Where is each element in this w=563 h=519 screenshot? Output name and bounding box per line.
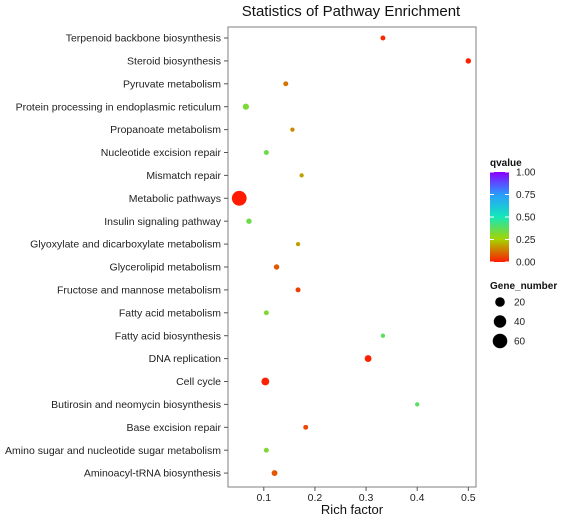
y-axis: Terpenoid backbone biosynthesis Steroid b… bbox=[5, 33, 228, 480]
plot-border bbox=[227, 26, 477, 488]
y-tick-label: Glyoxylate and dicarboxylate metabolism bbox=[30, 239, 221, 251]
data-point bbox=[364, 355, 372, 363]
data-point bbox=[380, 333, 386, 338]
y-tick-label: Propanoate metabolism bbox=[110, 124, 221, 136]
y-tick-label: Steroid biosynthesis bbox=[127, 56, 221, 68]
chart-title: Statistics of Pathway Enrichment bbox=[242, 3, 461, 20]
y-tick-label: Mismatch repair bbox=[146, 170, 221, 182]
gene-number-legend-label: 40 bbox=[514, 317, 526, 328]
data-point bbox=[263, 150, 269, 155]
x-axis-title: Rich factor bbox=[321, 502, 384, 517]
data-point bbox=[415, 402, 420, 407]
data-point bbox=[380, 35, 386, 41]
y-tick-label: Nucleotide excision repair bbox=[101, 147, 222, 159]
gene-number-legend-title: Gene_number bbox=[490, 281, 557, 292]
qvalue-tick-label: 0.00 bbox=[516, 258, 536, 269]
data-point bbox=[303, 424, 309, 430]
y-tick-label: Insulin signaling pathway bbox=[104, 216, 221, 228]
x-axis: 0.1 0.2 0.3 0.4 0.5 bbox=[256, 487, 476, 504]
data-point bbox=[290, 127, 295, 132]
y-tick-label: Glycerolipid metabolism bbox=[110, 262, 222, 274]
y-tick-label: Protein processing in endoplasmic reticu… bbox=[16, 101, 222, 113]
qvalue-tick-label: 1.00 bbox=[516, 168, 536, 179]
y-tick-label: Butirosin and neomycin biosynthesis bbox=[51, 399, 221, 411]
data-point bbox=[242, 103, 250, 110]
y-tick-label: Aminoacyl-tRNA biosynthesis bbox=[84, 468, 221, 480]
gene-number-legend-label: 20 bbox=[514, 298, 526, 309]
data-point bbox=[263, 310, 269, 316]
y-tick-label: Fatty acid metabolism bbox=[119, 307, 221, 319]
data-point bbox=[295, 287, 301, 293]
y-tick-label: Fatty acid biosynthesis bbox=[115, 330, 221, 342]
gene-number-legend-dot bbox=[495, 297, 505, 307]
y-tick-label: Metabolic pathways bbox=[129, 193, 221, 205]
gene-number-legend: Gene_number 20 40 60 bbox=[490, 281, 557, 349]
y-tick-label: Cell cycle bbox=[176, 376, 221, 388]
x-tick-label: 0.4 bbox=[410, 492, 425, 504]
data-point bbox=[283, 81, 289, 87]
x-tick-label: 0.3 bbox=[359, 492, 374, 504]
data-point bbox=[231, 190, 247, 206]
y-tick-label: Pyruvate metabolism bbox=[123, 78, 221, 90]
y-tick-label: Base excision repair bbox=[126, 422, 221, 434]
qvalue-tick-label: 0.25 bbox=[516, 235, 536, 246]
gene-number-legend-label: 60 bbox=[514, 337, 526, 348]
qvalue-color-bar bbox=[490, 172, 509, 262]
data-point bbox=[299, 173, 304, 178]
data-points bbox=[231, 35, 472, 477]
qvalue-tick-label: 0.50 bbox=[516, 213, 536, 224]
x-tick-label: 0.5 bbox=[461, 492, 476, 504]
data-point bbox=[295, 241, 301, 247]
data-point bbox=[263, 447, 269, 453]
x-tick-label: 0.2 bbox=[308, 492, 323, 504]
qvalue-legend-title: qvalue bbox=[490, 158, 522, 169]
qvalue-legend: qvalue 1.00 0.75 0.50 0.25 0.00 bbox=[490, 158, 536, 269]
qvalue-tick-label: 0.75 bbox=[516, 190, 536, 201]
x-tick-label: 0.1 bbox=[256, 492, 271, 504]
data-point bbox=[246, 218, 252, 224]
y-tick-label: Terpenoid backbone biosynthesis bbox=[66, 33, 221, 45]
gene-number-legend-dot bbox=[493, 315, 507, 328]
data-point bbox=[261, 377, 270, 386]
data-point bbox=[273, 264, 280, 270]
y-tick-label: Fructose and mannose metabolism bbox=[57, 285, 221, 297]
plot-panel bbox=[227, 26, 477, 488]
data-point bbox=[271, 470, 278, 477]
qvalue-legend-ticks: 1.00 0.75 0.50 0.25 0.00 bbox=[490, 168, 536, 269]
y-tick-label: DNA replication bbox=[149, 353, 222, 365]
gene-number-legend-entries: 20 40 60 bbox=[492, 297, 526, 349]
y-tick-label: Amino sugar and nucleotide sugar metabol… bbox=[5, 445, 221, 457]
gene-number-legend-dot bbox=[492, 333, 508, 349]
data-point bbox=[465, 58, 472, 64]
